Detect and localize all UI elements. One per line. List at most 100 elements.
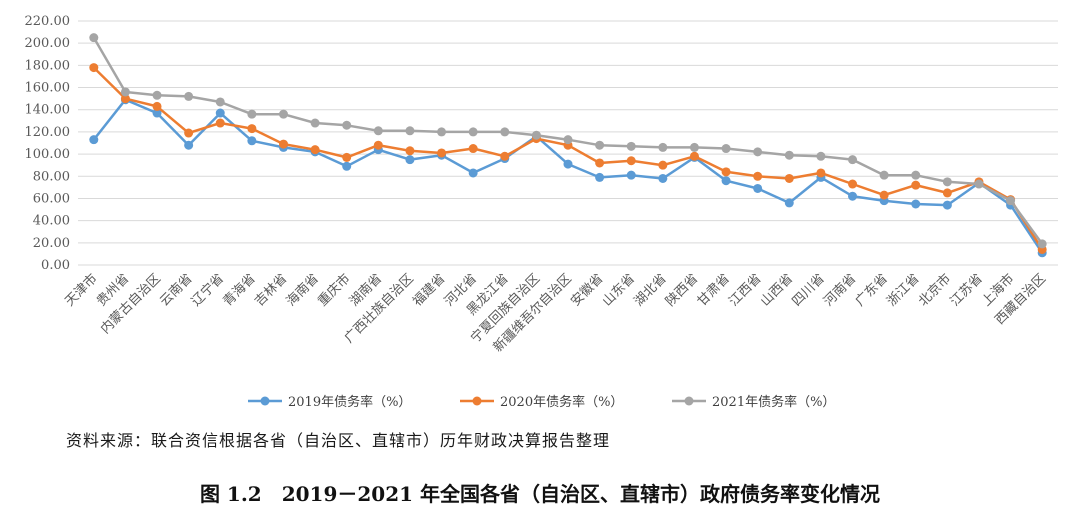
legend: 2019年债务率（%） 2020年债务率（%） 2021年债务率（%） [248, 394, 835, 410]
data-point [310, 145, 320, 155]
data-point [373, 140, 383, 150]
data-point [816, 168, 826, 178]
data-point [184, 91, 194, 101]
x-category-label: 江西省 [726, 271, 764, 309]
line-chart: 0.00 20.00 40.00 60.00 80.00 100.00 120.00 140.… [25, 14, 1058, 410]
data-point [942, 188, 952, 198]
data-point [278, 139, 288, 149]
data-point [563, 159, 573, 169]
y-tick-label: 140.00 [25, 103, 71, 118]
data-point [595, 140, 605, 150]
y-tick-label: 40.00 [33, 214, 70, 229]
data-point [247, 124, 257, 134]
legend-marker [472, 396, 482, 406]
x-category-label: 福建省 [410, 271, 448, 309]
x-axis-categories: 天津市贵州省内蒙古自治区云南省辽宁省青海省吉林省海南省重庆市湖南省广西壮族自治区… [62, 271, 1049, 356]
y-axis-ticks: 0.00 20.00 40.00 60.00 80.00 100.00 120.00 140.… [25, 14, 71, 273]
data-point [437, 148, 447, 158]
data-point [658, 142, 668, 152]
x-category-label: 江苏省 [947, 271, 986, 310]
data-point [373, 126, 383, 136]
data-point [215, 118, 225, 128]
data-point [942, 200, 952, 210]
data-point [784, 198, 794, 208]
data-point [247, 109, 257, 119]
series-line [92, 66, 1044, 251]
data-point [152, 108, 162, 118]
data-point [848, 155, 858, 165]
series-2 [89, 33, 1047, 249]
x-category-label: 海南省 [283, 271, 322, 310]
legend-item: 2021年债务率（%） [672, 394, 835, 410]
x-category-label: 重庆市 [315, 271, 354, 310]
data-point [342, 120, 352, 130]
x-category-label: 甘肃省 [695, 271, 733, 309]
data-point [468, 168, 478, 178]
data-point [468, 144, 478, 154]
data-point [342, 152, 352, 162]
x-category-label: 山西省 [758, 271, 796, 309]
x-category-label: 湖北省 [631, 271, 669, 309]
x-category-label: 吉林省 [252, 271, 290, 309]
data-point [152, 101, 162, 111]
data-point [437, 127, 447, 137]
data-point [721, 176, 731, 186]
legend-item: 2020年债务率（%） [460, 394, 623, 410]
figure-caption: 图 1.2 2019－2021 年全国各省（自治区、直辖市）政府债务率变化情况 [199, 482, 881, 506]
data-point [89, 63, 99, 73]
data-point [911, 180, 921, 190]
series-lines [89, 33, 1047, 258]
data-point [911, 170, 921, 180]
x-category-label: 天津市 [62, 271, 101, 310]
data-point [184, 140, 194, 150]
data-point [658, 173, 668, 183]
data-point [626, 156, 636, 166]
data-point [215, 108, 225, 118]
legend-label: 2019年债务率（%） [288, 394, 411, 410]
y-tick-label: 60.00 [33, 191, 70, 206]
y-tick-label: 120.00 [25, 125, 71, 140]
source-note: 资料来源：联合资信根据各省（自治区、直辖市）历年财政决算报告整理 [66, 431, 611, 450]
data-point [879, 190, 889, 200]
legend-label: 2021年债务率（%） [712, 394, 835, 410]
data-point [626, 170, 636, 180]
data-point [342, 161, 352, 171]
x-category-label: 青海省 [221, 271, 259, 309]
data-point [278, 109, 288, 119]
x-category-label: 云南省 [157, 271, 196, 310]
data-point [595, 158, 605, 168]
data-point [1037, 239, 1047, 249]
data-point [816, 151, 826, 161]
data-point [942, 177, 952, 187]
y-tick-label: 200.00 [25, 36, 71, 51]
data-point [753, 183, 763, 193]
data-point [89, 33, 99, 43]
data-point [215, 97, 225, 107]
x-category-label: 四川省 [790, 271, 828, 309]
data-point [689, 142, 699, 152]
x-category-label: 陕西省 [663, 271, 701, 309]
data-point [1006, 196, 1016, 206]
data-point [405, 126, 415, 136]
data-point [721, 144, 731, 154]
legend-item: 2019年债务率（%） [248, 394, 411, 410]
data-point [120, 87, 130, 97]
data-point [120, 94, 130, 104]
data-point [152, 90, 162, 100]
series-1 [89, 63, 1047, 254]
data-point [531, 130, 541, 140]
data-point [500, 127, 510, 137]
y-tick-label: 160.00 [25, 81, 71, 96]
data-point [879, 170, 889, 180]
y-tick-label: 220.00 [25, 14, 71, 29]
legend-label: 2020年债务率（%） [500, 394, 623, 410]
data-point [247, 136, 257, 146]
data-point [848, 179, 858, 189]
data-point [405, 146, 415, 156]
data-point [89, 135, 99, 145]
x-category-label: 安徽省 [568, 271, 606, 309]
data-point [563, 135, 573, 145]
x-category-label: 北京市 [915, 271, 954, 310]
legend-marker [260, 396, 270, 406]
legend-marker [684, 396, 694, 406]
